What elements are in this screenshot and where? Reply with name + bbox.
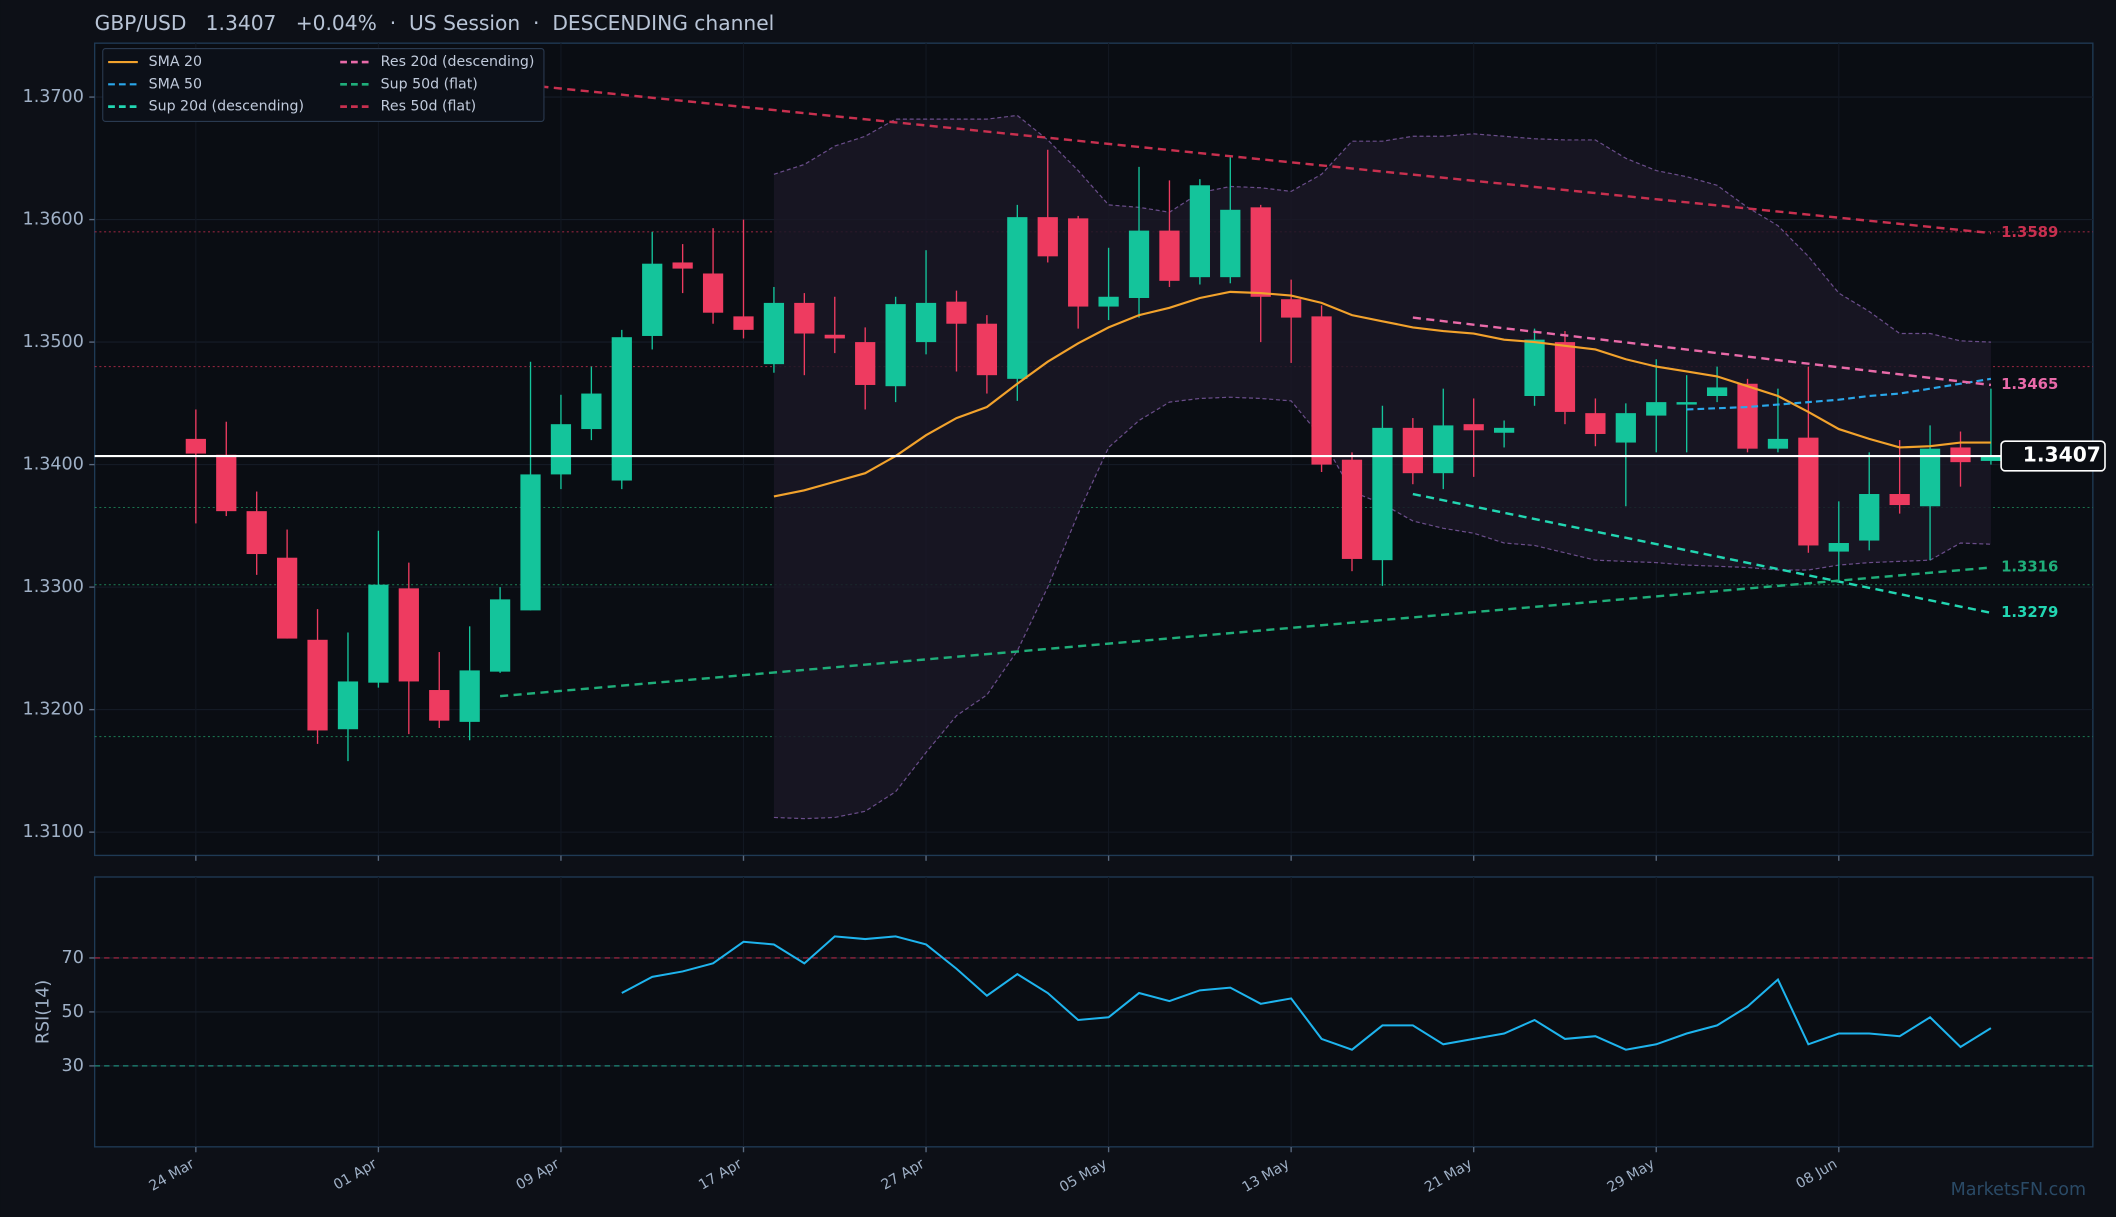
candle-body [1615,413,1636,443]
end-label: 1.3316 [2001,559,2058,576]
y-tick-label: 70 [62,948,84,968]
candle-body [429,690,450,721]
candle-body [702,273,724,313]
series-line [1686,377,1992,411]
last-price-label: 1.3407 [2023,443,2101,467]
series-line [1412,492,1992,615]
candle-body [794,302,815,334]
y-tick-label: 1.3100 [23,822,84,842]
candle-body [1159,230,1180,281]
candle-body [459,670,480,722]
y-tick-label: 1.3500 [23,332,84,352]
candle-body [1676,402,1697,405]
candle-body [1372,427,1393,561]
candle-body [1980,456,2002,461]
series-line [773,290,1991,498]
candle-body [398,588,419,682]
candle-body [337,681,359,730]
candle-body [1463,424,1484,431]
chart-title: GBP/USD 1.3407 +0.04% · US Session · DES… [95,11,775,35]
candle-body [1706,387,1728,397]
candle-body [489,599,511,672]
last-price-box [2000,440,2106,472]
band-upper [773,114,1991,343]
candle-body [976,323,998,376]
legend-label: Sup 50d (flat) [381,76,478,92]
series-line [499,81,1992,235]
legend-label: SMA 50 [149,76,202,92]
end-label: 1.3279 [2001,604,2058,621]
y-tick-label: 50 [62,1002,84,1022]
candle-body [885,304,906,387]
candle-body [1737,383,1758,449]
candle-body [1889,494,1910,506]
candle-body [1767,438,1789,449]
candle-body [1433,425,1454,474]
candle-body [642,263,663,336]
legend-label: Sup 20d (descending) [149,99,304,115]
candle-body [1798,437,1819,546]
series-line [499,566,1992,698]
candle-body [581,393,602,430]
candle-body [1128,230,1150,298]
candle-body [1311,316,1332,465]
candle-body [733,316,754,330]
candle-body [1220,209,1241,278]
y-tick-label: 1.3700 [23,87,84,107]
candle-body [1859,494,1880,541]
candle-body [1037,217,1058,257]
candle-body [550,424,572,475]
candle-body [1281,299,1302,318]
candle-body [185,438,206,454]
candle-body [1250,207,1271,297]
candle-body [1189,185,1210,278]
y-tick-label: 1.3400 [23,455,84,475]
watermark: MarketsFN.com [1951,1180,2086,1200]
legend-box [102,48,545,122]
candle-body [672,262,693,269]
candle-body [368,584,389,683]
y-tick-label: 1.3600 [23,210,84,230]
candle-body [1494,427,1515,433]
rsi-line [621,935,1992,1051]
legend-label: Res 20d (descending) [381,54,535,70]
candle-body [1402,427,1423,474]
series-line [1412,316,1992,387]
candle-body [307,639,328,731]
end-label: 1.3589 [2001,224,2058,241]
candle-body [824,334,845,339]
candle-body [1585,413,1606,434]
legend-label: Res 50d (flat) [381,99,476,115]
candle-body [1068,218,1089,307]
candle-body [855,342,876,385]
candle-body [1646,402,1667,416]
candle-body [1341,459,1363,559]
y-tick-label: 1.3200 [23,700,84,720]
candle-body [1919,448,1941,507]
candle-body [915,302,937,343]
candle-body [611,337,632,481]
y-axis-label: RSI(14) [33,980,53,1044]
legend-label: SMA 20 [149,54,202,70]
candle-body [277,557,298,639]
candle-body [246,511,267,555]
candle-body [1828,543,1849,552]
candle-body [946,301,967,324]
candle-body [1098,296,1119,307]
y-tick-label: 30 [62,1056,84,1076]
candle-body [216,454,237,512]
candle-body [520,474,541,611]
candle-body [1950,447,1971,463]
y-tick-label: 1.3300 [23,577,84,597]
candle-body [1524,339,1545,397]
end-label: 1.3465 [2001,376,2058,393]
candle-body [763,302,785,365]
candle-body [1007,217,1028,379]
candle-body [1554,342,1576,412]
